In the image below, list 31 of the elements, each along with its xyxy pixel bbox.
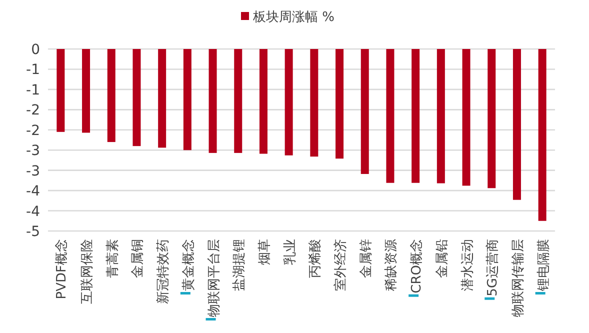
x-tick-label: 丙烯酸 xyxy=(308,239,324,278)
x-tick-label: 5G运营商 xyxy=(486,239,501,296)
x-tick-label: 黄金概念 xyxy=(181,239,196,291)
x-tick-label: 乳业 xyxy=(282,239,298,265)
x-tick-label: 金属铅 xyxy=(434,239,450,278)
x-tick-label: PVDF概念 xyxy=(54,239,70,300)
x-tick-label: 盐湖提锂 xyxy=(232,239,248,291)
y-tick-label: -4 xyxy=(26,204,40,220)
x-tick-label: 物联网平台层 xyxy=(206,239,222,317)
x-tick-label: 稀缺资源 xyxy=(384,239,400,291)
x-tick-label: 锂电隔膜 xyxy=(536,239,552,292)
y-tick-label: -4 xyxy=(26,184,40,200)
y-tick-label: -1 xyxy=(26,62,40,78)
x-tick-label: 烟草 xyxy=(257,239,272,265)
x-tick-label: 金属铜 xyxy=(130,239,146,278)
x-tick-label: 物联网传输层 xyxy=(510,239,526,317)
x-tick-label: CRO概念 xyxy=(410,239,425,294)
x-tick-label: 新冠特效药 xyxy=(156,239,172,304)
y-tick-label: -2 xyxy=(26,102,40,119)
x-tick-label: 潜水运动 xyxy=(460,239,476,291)
x-tick-label: 互联网保险 xyxy=(80,239,96,304)
y-tick-label: -5 xyxy=(26,224,40,240)
y-tick-label: -1 xyxy=(26,82,40,98)
x-tick-label: 室外经济 xyxy=(332,239,349,291)
y-tick-label: -2 xyxy=(26,122,40,139)
x-tick-label: 青蒿素 xyxy=(105,239,120,278)
y-tick-label: -3 xyxy=(26,143,40,160)
y-tick-label: -3 xyxy=(26,163,40,180)
x-tick-label: 金属锌 xyxy=(358,239,374,278)
y-tick-label: 0 xyxy=(31,42,40,58)
legend-label: 板块周涨幅 % xyxy=(252,10,334,25)
